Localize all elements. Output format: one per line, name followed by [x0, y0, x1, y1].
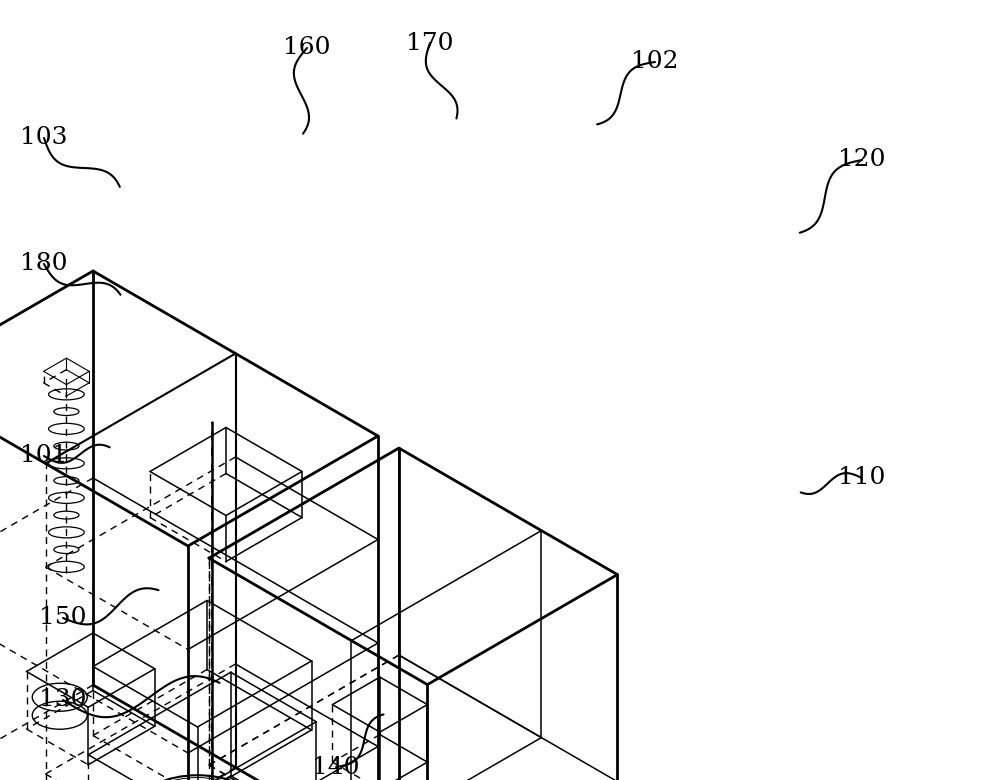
Text: 160: 160	[283, 37, 331, 59]
Text: 150: 150	[39, 607, 87, 629]
Text: 101: 101	[20, 445, 68, 467]
Text: 170: 170	[406, 31, 454, 55]
Text: 130: 130	[39, 689, 87, 711]
Text: 102: 102	[631, 51, 679, 73]
Text: 180: 180	[20, 253, 68, 275]
Text: 140: 140	[312, 756, 360, 778]
Text: 103: 103	[20, 126, 68, 150]
Text: 110: 110	[838, 466, 886, 490]
Text: 120: 120	[838, 148, 886, 172]
